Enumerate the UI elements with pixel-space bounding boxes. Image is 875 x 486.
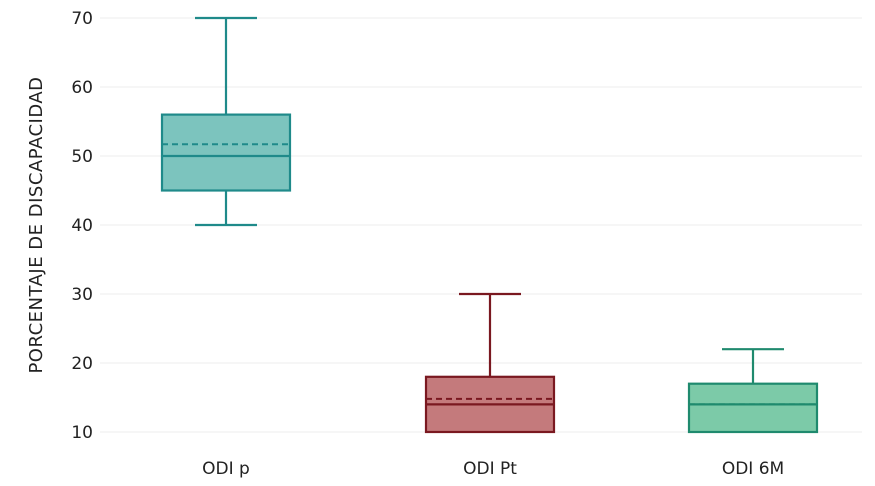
y-tick-label: 60 [71, 78, 93, 98]
y-axis-ticks: 10 20 30 40 50 60 70 [71, 9, 93, 443]
box-body [687, 382, 819, 434]
boxes [160, 16, 819, 434]
box-2 [424, 292, 556, 434]
y-axis-title: PORCENTAJE DE DISCAPACIDAD [26, 76, 47, 373]
x-tick-label: ODI Pt [463, 459, 517, 479]
y-tick-label: 10 [71, 423, 93, 443]
y-tick-label: 40 [71, 216, 93, 236]
box-1 [160, 16, 292, 227]
box-3 [687, 348, 819, 434]
x-tick-label: ODI p [202, 459, 250, 479]
y-tick-label: 20 [71, 354, 93, 374]
x-tick-label: ODI 6M [722, 459, 784, 479]
y-tick-label: 70 [71, 9, 93, 29]
x-axis-ticks: ODI p ODI Pt ODI 6M [202, 459, 784, 479]
y-tick-label: 50 [71, 147, 93, 167]
box-body [160, 113, 292, 192]
y-tick-label: 30 [71, 285, 93, 305]
